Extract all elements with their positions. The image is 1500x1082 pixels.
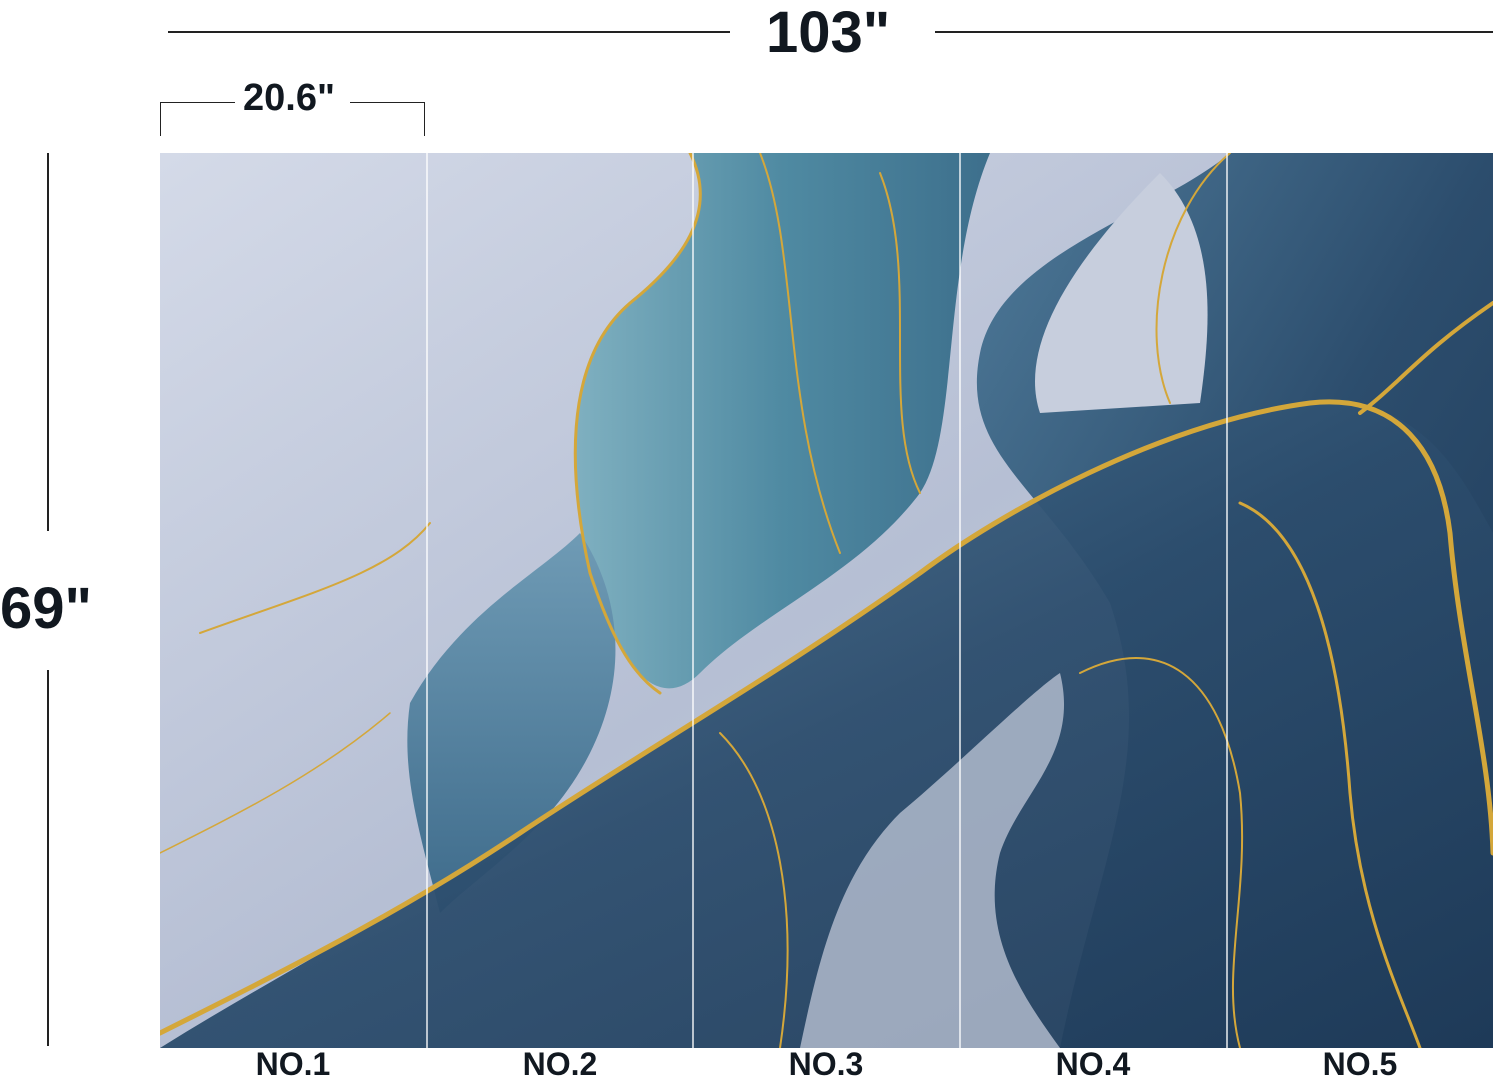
width-dimension-line-left [168,31,730,33]
panel-label-4: NO.4 [1055,1046,1131,1082]
width-dimension-line-right [935,31,1493,33]
total-width-label: 103" [766,0,891,65]
panel-label-2: NO.2 [522,1046,598,1082]
mural-artwork [160,153,1493,1048]
panel-width-bracket-tick-right [424,102,425,136]
panel-label-5: NO.5 [1322,1046,1398,1082]
height-dimension-line-top [47,153,49,531]
panel-label-3: NO.3 [788,1046,864,1082]
panel-width-bracket-right [350,102,425,103]
panel-label-1: NO.1 [255,1046,331,1082]
panel-width-bracket-left [160,102,235,103]
panel-width-bracket-tick-left [160,102,161,136]
height-dimension-line-bottom [47,670,49,1046]
panel-width-label: 20.6" [243,77,335,119]
height-label: 69" [0,576,93,641]
